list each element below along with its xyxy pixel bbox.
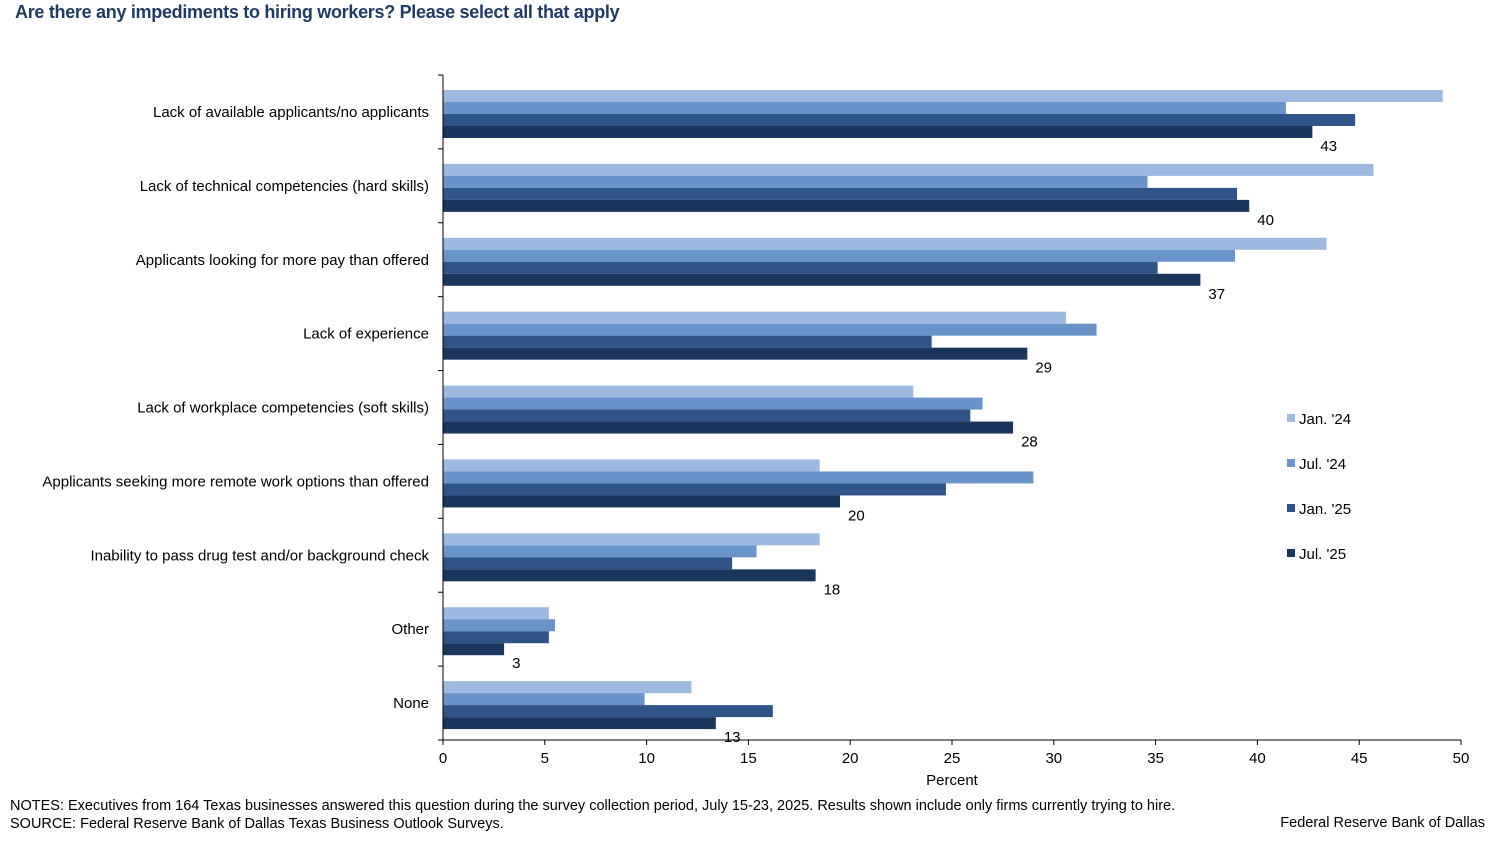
notes-block: NOTES: Executives from 164 Texas busines… <box>10 797 1175 833</box>
bar-1-series-3 <box>443 114 1356 126</box>
bar-5-series-1 <box>443 385 914 398</box>
x-tick-label: 35 <box>1147 750 1164 767</box>
x-tick-label: 25 <box>944 750 961 767</box>
category-label: Lack of workplace competencies (soft ski… <box>137 400 429 417</box>
bar-3-series-3 <box>443 261 1158 274</box>
bar-2-series-2 <box>443 175 1148 188</box>
legend-label: Jul. '24 <box>1299 456 1346 473</box>
bar-5-series-2 <box>443 397 983 410</box>
legend-label: Jan. '24 <box>1299 411 1351 428</box>
bar-3-series-1 <box>443 237 1327 250</box>
data-label: 43 <box>1320 138 1337 155</box>
legend-label: Jul. '25 <box>1299 546 1346 563</box>
bar-8-series-3 <box>443 631 549 644</box>
bar-4-series-1 <box>443 311 1067 324</box>
legend-label: Jan. '25 <box>1299 501 1351 518</box>
bar-7-series-3 <box>443 557 733 570</box>
bar-2-series-1 <box>443 163 1374 176</box>
data-label: 18 <box>824 581 841 598</box>
legend-swatch <box>1287 414 1295 422</box>
x-axis-title: Percent <box>926 772 979 789</box>
bar-1-series-2 <box>443 102 1286 114</box>
bar-7-series-1 <box>443 533 820 546</box>
bars-layer <box>443 90 1443 730</box>
bar-3-series-2 <box>443 249 1236 262</box>
bar-2-series-4 <box>443 199 1250 212</box>
x-tick-label: 15 <box>740 750 757 767</box>
bar-6-series-3 <box>443 483 946 496</box>
data-label: 28 <box>1021 434 1038 451</box>
x-tick-label: 40 <box>1249 750 1266 767</box>
bar-4-series-4 <box>443 347 1028 360</box>
bar-3-series-4 <box>443 273 1201 286</box>
bar-8-series-2 <box>443 619 555 632</box>
bar-6-series-1 <box>443 459 820 472</box>
bar-9-series-4 <box>443 717 716 730</box>
data-label: 37 <box>1208 286 1225 303</box>
bar-7-series-2 <box>443 545 757 558</box>
bar-1-series-4 <box>443 126 1313 138</box>
bar-5-series-4 <box>443 421 1014 434</box>
x-tick-label: 50 <box>1453 750 1470 767</box>
notes-text: NOTES: Executives from 164 Texas busines… <box>10 798 1176 814</box>
bar-4-series-3 <box>443 335 932 348</box>
x-tick-label: 5 <box>541 750 549 767</box>
bar-6-series-4 <box>443 495 841 508</box>
category-label: Inability to pass drug test and/or backg… <box>90 547 429 564</box>
bar-9-series-3 <box>443 705 773 718</box>
category-label: Applicants looking for more pay than off… <box>136 252 429 269</box>
data-label: 40 <box>1257 212 1274 229</box>
axes-layer: 0 5 10 15 20 25 30 35 40 45 50 Percent <box>438 74 1470 789</box>
source-text: SOURCE: Federal Reserve Bank of Dallas T… <box>10 816 504 832</box>
bar-8-series-4 <box>443 643 505 656</box>
bar-9-series-2 <box>443 693 645 706</box>
bar-4-series-2 <box>443 323 1097 336</box>
data-label: 3 <box>512 655 520 672</box>
attribution-text: Federal Reserve Bank of Dallas <box>1280 815 1485 831</box>
data-label: 20 <box>848 507 865 524</box>
bar-6-series-2 <box>443 471 1034 484</box>
x-tick-label: 45 <box>1351 750 1368 767</box>
data-label: 29 <box>1035 360 1052 377</box>
category-label: Lack of experience <box>303 326 429 343</box>
chart-title: Are there any impediments to hiring work… <box>15 2 620 22</box>
x-tick-label: 0 <box>439 750 447 767</box>
bar-7-series-4 <box>443 569 816 582</box>
x-tick-label: 20 <box>842 750 859 767</box>
category-label: Other <box>391 621 429 638</box>
legend-swatch <box>1287 459 1295 467</box>
x-tick-label: 30 <box>1045 750 1062 767</box>
category-label: None <box>393 695 429 712</box>
data-label: 13 <box>724 729 741 746</box>
bar-8-series-1 <box>443 607 549 620</box>
legend: Jan. '24 Jul. '24 Jan. '25 Jul. '25 <box>1287 411 1351 563</box>
bar-5-series-3 <box>443 409 971 422</box>
bar-9-series-1 <box>443 681 692 694</box>
category-label: Applicants seeking more remote work opti… <box>42 473 429 490</box>
category-label: Lack of available applicants/no applican… <box>153 104 429 121</box>
x-tick-label: 10 <box>638 750 655 767</box>
bar-2-series-3 <box>443 187 1238 200</box>
legend-swatch <box>1287 549 1295 557</box>
bar-1-series-1 <box>443 90 1443 102</box>
category-label: Lack of technical competencies (hard ski… <box>140 178 429 195</box>
legend-swatch <box>1287 504 1295 512</box>
labels-layer: Lack of available applicants/no applican… <box>42 104 1337 746</box>
